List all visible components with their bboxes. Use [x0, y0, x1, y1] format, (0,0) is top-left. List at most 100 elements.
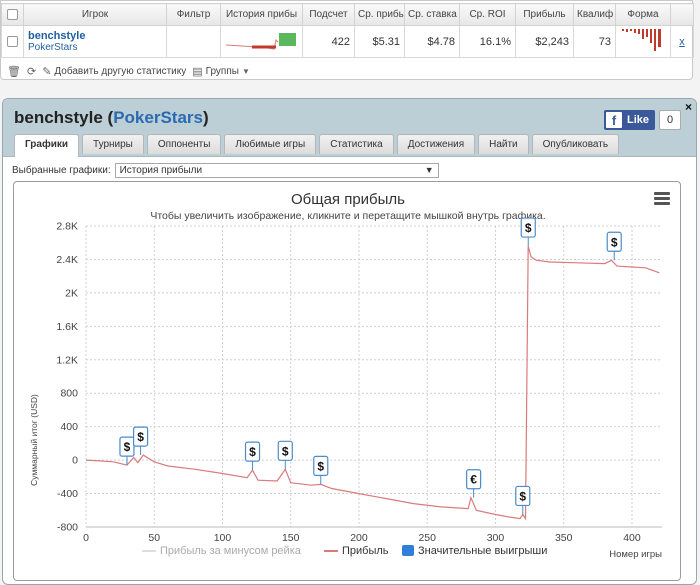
refresh-icon[interactable]: ⟳ — [26, 65, 37, 78]
add-stats-label: Добавить другую статистику — [54, 65, 187, 77]
col-header-player[interactable]: Игрок — [23, 3, 167, 26]
y-tick-label: 400 — [60, 421, 78, 433]
big-win-flag-box — [606, 231, 622, 252]
big-win-flag: $ — [132, 426, 149, 456]
big-win-flag-symbol: $ — [282, 444, 289, 458]
chart-selector-row: Выбранные графики: История прибыли ▼ — [12, 163, 439, 178]
edit-icon: ✎ — [42, 65, 52, 78]
y-tick-label: 2.4K — [56, 254, 78, 266]
chart-big-win-flags: $ $ $ $ $ € $ $ $ — [119, 217, 622, 515]
y-tick-label: 2K — [65, 287, 78, 299]
big-win-flag-box — [132, 426, 149, 447]
tab-favorite-games[interactable]: Любимые игры — [224, 134, 317, 154]
big-win-flag-box — [119, 436, 135, 457]
tab-charts[interactable]: Графики — [14, 134, 80, 157]
tab-opponents[interactable]: Оппоненты — [146, 134, 222, 154]
big-win-flag: $ — [515, 485, 531, 515]
legend-item-net-of-rake: Прибыль за минусом рейка — [142, 545, 302, 557]
big-win-flag-symbol: € — [470, 473, 477, 487]
col-header-filter[interactable]: Фильтр — [166, 3, 221, 26]
table-row: benchstyle PokerStars 422 $5.31 $4.78 16… — [1, 25, 694, 58]
chart-title: Общая прибыль — [291, 191, 405, 208]
select-all-header[interactable] — [1, 3, 24, 26]
big-win-flag: $ — [606, 231, 622, 261]
trash-icon[interactable]: 🗑 — [7, 65, 21, 78]
big-win-flag-symbol: $ — [124, 440, 131, 454]
form-bars — [622, 29, 661, 51]
big-win-flag-symbol: $ — [249, 445, 256, 459]
col-header-history[interactable]: История прибы — [220, 3, 303, 26]
groups-icon: ▤ — [192, 65, 203, 78]
qualif-cell: 73 — [573, 25, 616, 58]
x-tick-label: 200 — [350, 532, 368, 544]
col-header-profit[interactable]: Прибыль — [515, 3, 574, 26]
y-tick-label: 800 — [60, 388, 78, 400]
profile-paren-open: ( — [102, 108, 114, 127]
legend-label-net-of-rake: Прибыль за минусом рейка — [160, 545, 302, 557]
x-tick-label: 250 — [418, 532, 436, 544]
tab-publish[interactable]: Опубликовать — [531, 134, 620, 154]
groups-label: Группы — [205, 65, 239, 77]
player-site-link[interactable]: PokerStars — [28, 42, 78, 53]
big-win-flag: $ — [244, 441, 261, 471]
big-win-flag-box — [277, 440, 293, 461]
col-header-form[interactable]: Форма — [615, 3, 671, 26]
big-win-flag-symbol: $ — [519, 489, 526, 503]
legend-item-profit: Прибыль — [324, 545, 389, 557]
chart-select-value: История прибыли — [119, 165, 203, 176]
x-tick-label: 50 — [148, 532, 160, 544]
form-cell — [615, 25, 671, 58]
groups-button[interactable]: ▤ Группы ▼ — [192, 65, 250, 78]
col-header-avg-profit[interactable]: Ср. прибы — [354, 3, 405, 26]
remove-row-link[interactable]: x — [679, 35, 685, 48]
row-checkbox[interactable] — [7, 36, 18, 48]
big-win-flag-symbol: $ — [137, 430, 144, 444]
tab-find[interactable]: Найти — [478, 134, 529, 154]
profit-cell: $2,243 — [515, 25, 574, 58]
col-header-qualif[interactable]: Квалиф — [573, 3, 616, 26]
legend-label-profit: Прибыль — [342, 545, 389, 557]
select-all-checkbox[interactable] — [7, 8, 18, 20]
avg-stake-cell: $4.78 — [404, 25, 460, 58]
chart-select-dropdown[interactable]: История прибыли ▼ — [114, 163, 439, 178]
chart-grid — [85, 225, 662, 528]
tab-tournaments[interactable]: Турниры — [82, 134, 144, 154]
chart-svg: Общая прибыль Чтобы увеличить изображени… — [29, 191, 662, 560]
add-stats-button[interactable]: ✎ Добавить другую статистику — [42, 65, 186, 78]
player-name-link[interactable]: benchstyle — [28, 30, 86, 42]
legend-symbol-big-wins — [402, 545, 414, 556]
chart-menu-icon[interactable] — [654, 192, 670, 207]
history-sparkline — [225, 33, 296, 50]
stats-table: Игрок Фильтр История прибы Подсчет Ср. п… — [1, 3, 694, 58]
col-header-avg-stake[interactable]: Ср. ставка — [404, 3, 460, 26]
count-cell: 422 — [302, 25, 355, 58]
profile-player-name: benchstyle — [14, 108, 103, 127]
x-tick-label: 300 — [487, 532, 505, 544]
facebook-icon: f — [606, 112, 622, 128]
chevron-down-icon: ▼ — [241, 66, 250, 76]
facebook-like-count: 0 — [659, 110, 681, 130]
tab-achievements[interactable]: Достижения — [396, 134, 476, 154]
stats-panel: Игрок Фильтр История прибы Подсчет Ср. п… — [0, 0, 694, 80]
x-tick-label: 350 — [555, 532, 573, 544]
chart-subtitle: Чтобы увеличить изображение, кликните и … — [150, 210, 545, 222]
chart-xlabel: Номер игры — [609, 549, 662, 560]
profile-site-link[interactable]: PokerStars — [113, 108, 203, 127]
remove-cell: x — [670, 25, 694, 58]
chevron-down-icon: ▼ — [424, 165, 434, 175]
tab-statistics[interactable]: Статистика — [319, 134, 394, 154]
col-header-count[interactable]: Подсчет — [302, 3, 355, 26]
y-tick-label: -400 — [57, 488, 78, 500]
profit-chart[interactable]: Общая прибыль Чтобы увеличить изображени… — [13, 181, 681, 581]
big-win-flag-symbol: $ — [611, 235, 618, 249]
big-win-flag-symbol: $ — [317, 459, 324, 473]
profile-paren-close: ) — [202, 108, 209, 127]
sparkline-win-block — [279, 33, 296, 46]
col-header-avg-roi[interactable]: Ср. ROI — [459, 3, 516, 26]
facebook-like-button[interactable]: f Like — [604, 110, 656, 130]
big-win-flag-box — [313, 455, 329, 476]
close-icon[interactable]: × — [684, 100, 692, 114]
col-header-empty — [670, 3, 694, 26]
big-win-flag-box — [244, 441, 261, 462]
row-checkbox-cell[interactable] — [1, 25, 24, 58]
